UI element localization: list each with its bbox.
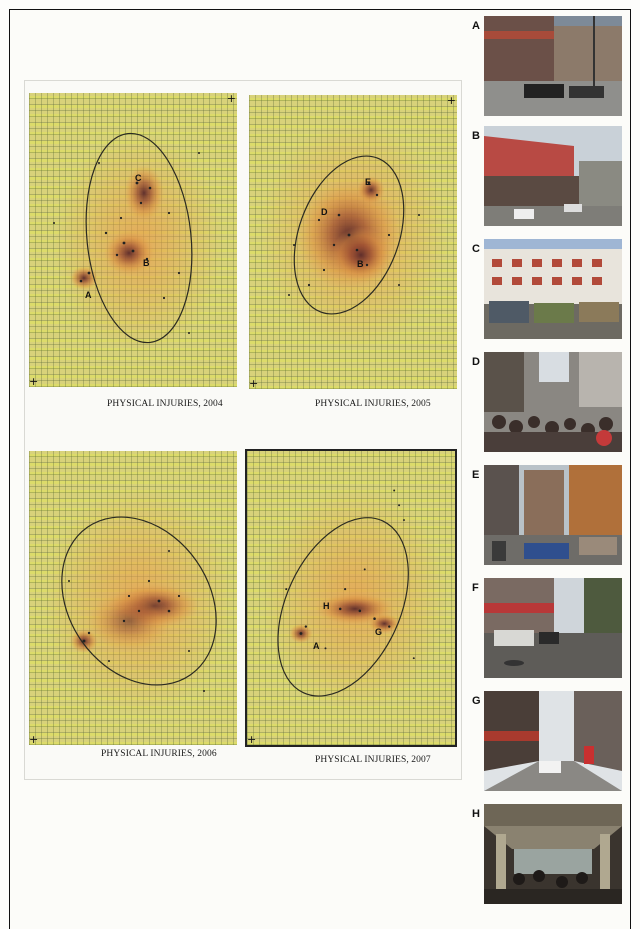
photo-letter: A bbox=[472, 20, 480, 32]
photo-row-d: D bbox=[470, 352, 630, 452]
map-label: B bbox=[143, 258, 150, 268]
map-label: E bbox=[365, 177, 372, 187]
map-label: A bbox=[313, 641, 320, 651]
photo-letter: D bbox=[472, 356, 480, 368]
map-label: A bbox=[85, 290, 92, 300]
street-photo-b bbox=[484, 126, 622, 226]
hotspot-map-2004: + + C B A bbox=[29, 93, 237, 387]
photo-row-a: A bbox=[470, 16, 630, 116]
photo-row-c: C bbox=[470, 239, 630, 339]
photo-letter: G bbox=[472, 695, 481, 707]
corner-mark: + bbox=[446, 95, 456, 107]
map-label: B bbox=[357, 259, 364, 269]
photo-letter: C bbox=[472, 243, 480, 255]
map-caption: PHYSICAL INJURIES, 2004 bbox=[107, 399, 223, 409]
map-label: H bbox=[323, 601, 330, 611]
hotspot-map-2005: + + E D B bbox=[249, 95, 457, 389]
corner-mark: + bbox=[247, 733, 257, 746]
street-photo-e bbox=[484, 465, 622, 565]
photo-column: A B bbox=[470, 16, 630, 904]
photo-row-f: F bbox=[470, 578, 630, 678]
photo-letter: H bbox=[472, 808, 480, 820]
corner-mark: + bbox=[29, 733, 39, 745]
map-label: G bbox=[375, 627, 383, 637]
photo-row-h: H bbox=[470, 804, 630, 904]
map-sheet: + + C B A PHYSICAL INJURIES, 2004 bbox=[24, 80, 462, 780]
photo-letter: B bbox=[472, 130, 480, 142]
hotspot-map-2007: + H A G bbox=[245, 449, 457, 747]
map-caption: PHYSICAL INJURIES, 2005 bbox=[315, 399, 431, 409]
street-photo-c bbox=[484, 239, 622, 339]
photo-letter: F bbox=[472, 582, 479, 594]
photo-letter: E bbox=[472, 469, 480, 481]
corner-mark: + bbox=[249, 377, 259, 389]
street-photo-d bbox=[484, 352, 622, 452]
street-photo-a bbox=[484, 16, 622, 116]
street-photo-g bbox=[484, 691, 622, 791]
photo-row-g: G bbox=[470, 691, 630, 791]
corner-mark: + bbox=[226, 93, 236, 105]
map-label: C bbox=[135, 173, 142, 183]
map-caption: PHYSICAL INJURIES, 2007 bbox=[315, 755, 431, 765]
corner-mark: + bbox=[29, 375, 39, 387]
street-photo-h bbox=[484, 804, 622, 904]
map-caption: PHYSICAL INJURIES, 2006 bbox=[101, 749, 217, 759]
street-photo-f bbox=[484, 578, 622, 678]
hotspot-map-2006: + bbox=[29, 451, 237, 745]
photo-row-e: E bbox=[470, 465, 630, 565]
map-label: D bbox=[321, 207, 328, 217]
photo-row-b: B bbox=[470, 126, 630, 226]
